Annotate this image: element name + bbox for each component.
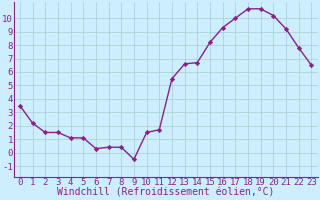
X-axis label: Windchill (Refroidissement éolien,°C): Windchill (Refroidissement éolien,°C) — [57, 188, 274, 198]
